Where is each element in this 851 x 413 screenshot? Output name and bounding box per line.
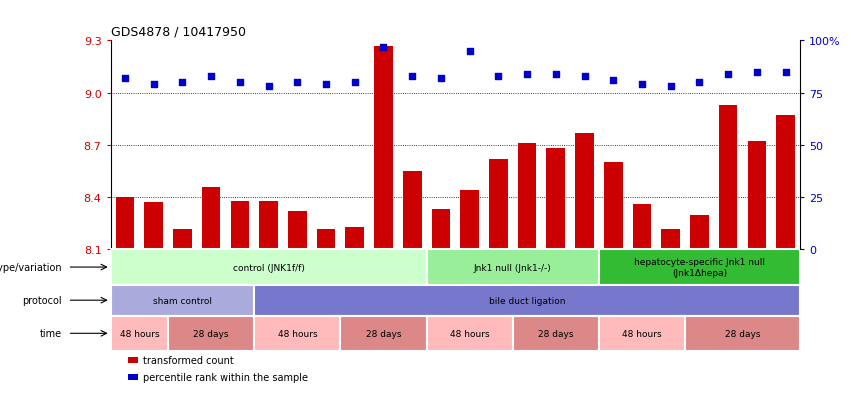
Bar xyxy=(426,250,599,285)
Text: 28 days: 28 days xyxy=(725,329,760,338)
Bar xyxy=(719,106,738,250)
Bar xyxy=(685,316,800,351)
Point xyxy=(405,74,419,80)
Point xyxy=(434,76,448,82)
Text: 48 hours: 48 hours xyxy=(622,329,662,338)
Text: 28 days: 28 days xyxy=(193,329,229,338)
Point xyxy=(175,80,189,86)
Bar xyxy=(145,203,163,250)
Point xyxy=(348,80,362,86)
Text: 28 days: 28 days xyxy=(366,329,401,338)
Point xyxy=(664,84,677,90)
Bar xyxy=(346,227,364,250)
Point xyxy=(549,71,563,78)
Text: transformed count: transformed count xyxy=(143,355,234,365)
Text: GDS4878 / 10417950: GDS4878 / 10417950 xyxy=(111,26,246,39)
Bar xyxy=(604,163,623,250)
Point xyxy=(578,74,591,80)
Text: 48 hours: 48 hours xyxy=(119,329,159,338)
Bar xyxy=(489,159,508,250)
Point xyxy=(147,82,161,88)
Bar xyxy=(231,201,249,250)
Bar xyxy=(517,144,536,250)
Text: sham control: sham control xyxy=(153,296,212,305)
Bar xyxy=(661,229,680,250)
Bar xyxy=(128,374,139,380)
Bar xyxy=(460,191,479,250)
Bar xyxy=(202,187,220,250)
Bar xyxy=(575,133,594,250)
Bar xyxy=(288,211,306,250)
Bar xyxy=(116,198,134,250)
Bar xyxy=(173,229,191,250)
Point xyxy=(750,69,763,76)
Point xyxy=(118,76,132,82)
Bar xyxy=(374,47,393,250)
Text: hepatocyte-specific Jnk1 null
(Jnk1Δhepa): hepatocyte-specific Jnk1 null (Jnk1Δhepa… xyxy=(634,258,765,277)
Text: protocol: protocol xyxy=(22,295,62,306)
Bar xyxy=(111,250,426,285)
Bar xyxy=(168,316,254,351)
Bar xyxy=(512,316,599,351)
Point xyxy=(377,44,391,51)
Text: Jnk1 null (Jnk1-/-): Jnk1 null (Jnk1-/-) xyxy=(474,263,551,272)
Text: time: time xyxy=(40,328,62,339)
Bar xyxy=(431,210,450,250)
Bar xyxy=(599,250,800,285)
Bar xyxy=(776,116,795,250)
Point xyxy=(607,78,620,84)
Bar xyxy=(599,316,685,351)
Point xyxy=(233,80,247,86)
Text: 48 hours: 48 hours xyxy=(277,329,317,338)
Point xyxy=(290,80,304,86)
Point xyxy=(520,71,534,78)
Bar xyxy=(128,357,139,363)
Text: 28 days: 28 days xyxy=(538,329,574,338)
Bar xyxy=(111,285,254,316)
Bar xyxy=(260,201,278,250)
Text: percentile rank within the sample: percentile rank within the sample xyxy=(143,372,308,382)
Point xyxy=(693,80,706,86)
Bar xyxy=(403,172,421,250)
Bar xyxy=(340,316,426,351)
Point xyxy=(722,71,735,78)
Point xyxy=(779,69,792,76)
Bar xyxy=(254,285,800,316)
Bar xyxy=(317,229,335,250)
Bar xyxy=(632,205,651,250)
Point xyxy=(463,48,477,55)
Bar xyxy=(254,316,340,351)
Bar xyxy=(111,316,168,351)
Point xyxy=(262,84,276,90)
Point xyxy=(635,82,648,88)
Bar xyxy=(546,149,565,250)
Bar xyxy=(426,316,512,351)
Point xyxy=(492,74,505,80)
Bar xyxy=(690,215,709,250)
Point xyxy=(204,74,218,80)
Bar xyxy=(747,142,766,250)
Text: control (JNK1f/f): control (JNK1f/f) xyxy=(232,263,305,272)
Text: genotype/variation: genotype/variation xyxy=(0,262,62,273)
Point xyxy=(319,82,333,88)
Text: 48 hours: 48 hours xyxy=(450,329,489,338)
Text: bile duct ligation: bile duct ligation xyxy=(488,296,565,305)
